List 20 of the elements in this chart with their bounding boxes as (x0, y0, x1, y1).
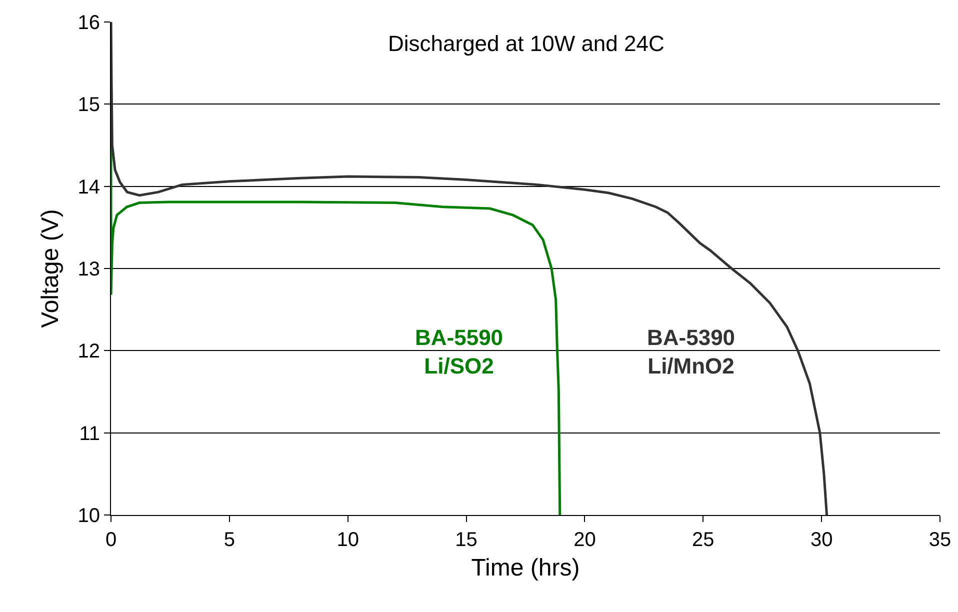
y-tick-label: 14 (78, 176, 100, 198)
annotation: Discharged at 10W and 24C (388, 31, 664, 56)
x-tick-label: 35 (928, 529, 952, 551)
x-tick-label: 5 (224, 529, 235, 551)
x-tick-label: 10 (336, 529, 359, 551)
y-axis-title: Voltage (V) (36, 209, 64, 328)
y-tick-label: 10 (78, 505, 100, 527)
x-tick-label: 25 (692, 529, 714, 551)
x-tick-label: 30 (810, 529, 833, 551)
y-tick-label: 13 (78, 258, 100, 280)
y-tick-label: 16 (78, 12, 100, 34)
x-axis-title: Time (hrs) (471, 554, 580, 582)
x-tick-label: 20 (574, 529, 596, 551)
series-label: BA-5390 Li/MnO2 (647, 325, 736, 379)
text: BA-5590 Li/SO2 (415, 325, 504, 379)
y-tick-label: 12 (78, 340, 100, 363)
y-tick-label: 15 (78, 94, 100, 116)
y-tick-label: 11 (79, 422, 100, 445)
x-tick-label: 0 (105, 529, 117, 551)
x-tick-label: 15 (455, 529, 478, 551)
